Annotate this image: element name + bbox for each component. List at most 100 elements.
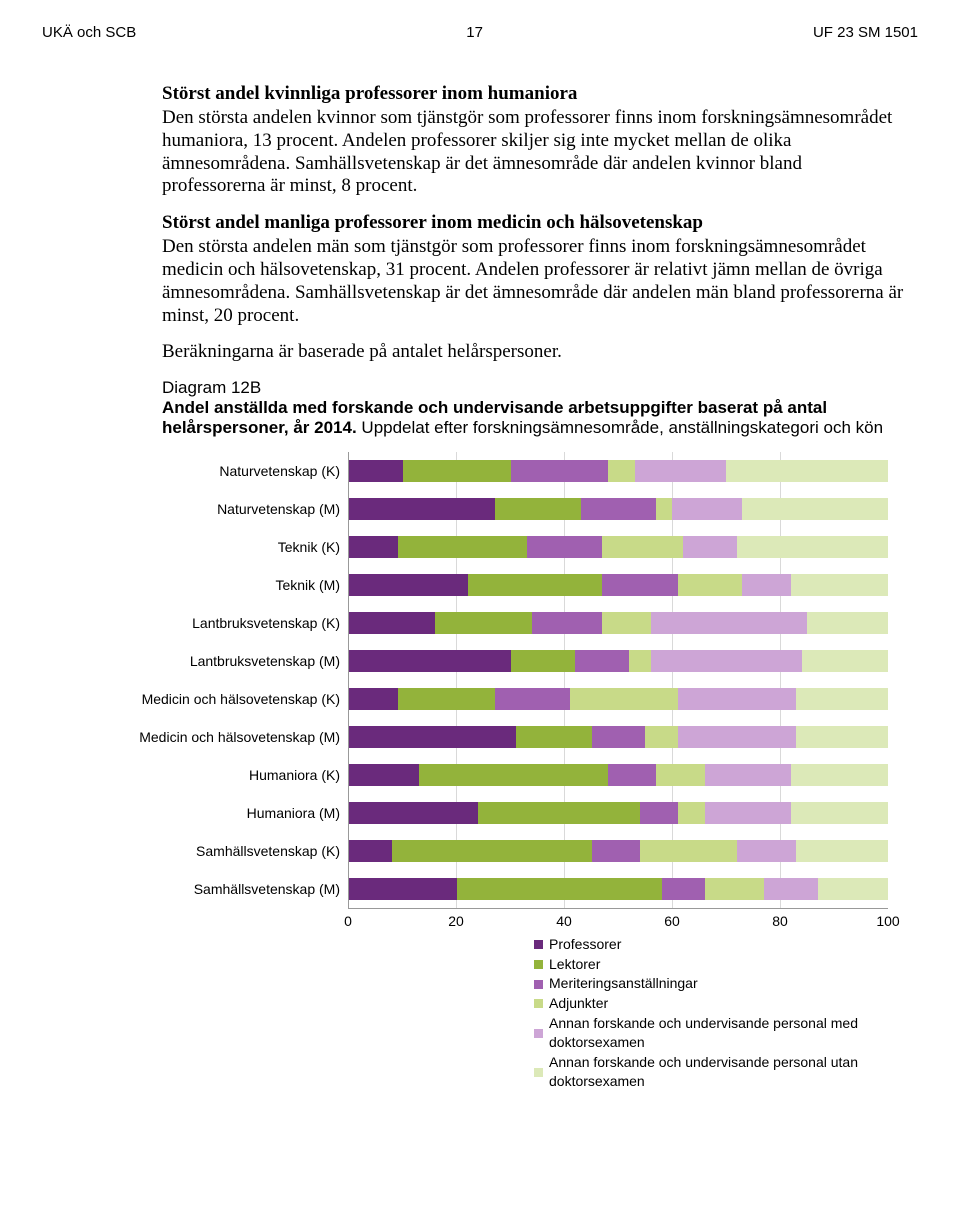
chart-segment	[349, 840, 392, 862]
chart-segment	[527, 536, 602, 558]
chart-segment	[678, 688, 797, 710]
chart-category-label: Samhällsvetenskap (M)	[112, 870, 348, 908]
chart-x-ticks: 020406080100	[348, 909, 888, 931]
calc-note: Beräkningarna är baserade på antalet hel…	[162, 341, 908, 364]
section-heading-2: Störst andel manliga professorer inom me…	[162, 212, 908, 234]
chart-category-label: Humaniora (K)	[112, 756, 348, 794]
section-body-2: Den största andelen män som tjänstgör so…	[162, 236, 908, 327]
chart-row	[349, 756, 888, 794]
legend-swatch	[534, 940, 543, 949]
chart-segment	[640, 840, 737, 862]
chart-segment	[791, 802, 888, 824]
diagram-subtitle: Uppdelat efter forskningsämnesområde, an…	[357, 418, 883, 437]
chart-plot: 020406080100 ProfessorerLektorerMeriteri…	[348, 452, 888, 1092]
legend-item: Lektorer	[534, 955, 888, 975]
chart-segment	[651, 650, 802, 672]
legend-swatch	[534, 1029, 543, 1038]
chart-segment	[796, 726, 888, 748]
chart-segment	[608, 764, 657, 786]
chart-segment	[796, 840, 888, 862]
chart-x-tick: 80	[772, 913, 788, 929]
chart-bar	[349, 574, 888, 596]
chart-bar	[349, 536, 888, 558]
chart-segment	[602, 574, 677, 596]
chart-segment	[478, 802, 640, 824]
body-column: Störst andel kvinnliga professorer inom …	[162, 83, 908, 1092]
chart-segment	[349, 764, 419, 786]
chart-row	[349, 718, 888, 756]
chart-segment	[392, 840, 591, 862]
chart-segment	[349, 536, 398, 558]
chart-segment	[791, 764, 888, 786]
chart-bar	[349, 726, 888, 748]
chart-segment	[468, 574, 603, 596]
chart-segment	[516, 726, 591, 748]
chart-category-label: Teknik (M)	[112, 566, 348, 604]
chart-segment	[349, 726, 516, 748]
chart-segment	[349, 612, 435, 634]
chart-segment	[592, 726, 646, 748]
chart-segment	[629, 650, 651, 672]
chart-bar	[349, 878, 888, 900]
chart-row	[349, 794, 888, 832]
chart-row	[349, 642, 888, 680]
chart-row	[349, 680, 888, 718]
chart-x-tick: 0	[344, 913, 352, 929]
legend-label: Meriteringsanställningar	[549, 974, 698, 994]
chart-y-labels: Naturvetenskap (K)Naturvetenskap (M)Tekn…	[112, 452, 348, 1092]
chart-row	[349, 490, 888, 528]
legend-item: Annan forskande och undervisande persona…	[534, 1014, 888, 1053]
chart-category-label: Humaniora (M)	[112, 794, 348, 832]
legend-swatch	[534, 980, 543, 989]
legend-swatch	[534, 999, 543, 1008]
header-left: UKÄ och SCB	[42, 24, 136, 41]
page-header: UKÄ och SCB 17 UF 23 SM 1501	[42, 24, 918, 41]
chart-segment	[435, 612, 532, 634]
legend-item: Adjunkter	[534, 994, 888, 1014]
chart-bar	[349, 650, 888, 672]
chart-row	[349, 832, 888, 870]
chart-segment	[678, 574, 743, 596]
chart-segment	[705, 802, 791, 824]
chart-x-tick: 100	[876, 913, 899, 929]
chart-segment	[705, 764, 791, 786]
chart-bar	[349, 764, 888, 786]
chart-segment	[662, 878, 705, 900]
chart-segment	[645, 726, 677, 748]
chart-segment	[511, 650, 576, 672]
chart-bar	[349, 498, 888, 520]
chart-segment	[608, 460, 635, 482]
chart-row	[349, 870, 888, 908]
chart-bar	[349, 802, 888, 824]
chart-segment	[349, 802, 478, 824]
chart-segment	[511, 460, 608, 482]
chart-segment	[651, 612, 807, 634]
legend-swatch	[534, 1068, 543, 1077]
section-body-1: Den största andelen kvinnor som tjänstgö…	[162, 107, 908, 198]
chart-x-tick: 40	[556, 913, 572, 929]
chart-segment	[737, 840, 796, 862]
chart-category-label: Lantbruksvetenskap (K)	[112, 604, 348, 642]
chart-segment	[495, 498, 581, 520]
chart-bar	[349, 840, 888, 862]
chart-legend: ProfessorerLektorerMeriteringsanställnin…	[534, 935, 888, 1092]
chart-segment	[656, 764, 705, 786]
chart-category-label: Teknik (K)	[112, 528, 348, 566]
chart-segment	[457, 878, 662, 900]
chart-segment	[742, 574, 791, 596]
chart: Naturvetenskap (K)Naturvetenskap (M)Tekn…	[112, 452, 908, 1092]
chart-row	[349, 604, 888, 642]
chart-segment	[742, 498, 888, 520]
chart-segment	[570, 688, 678, 710]
chart-bar	[349, 612, 888, 634]
legend-label: Annan forskande och undervisande persona…	[549, 1014, 888, 1053]
chart-segment	[349, 460, 403, 482]
chart-segment	[602, 612, 651, 634]
chart-segment	[581, 498, 656, 520]
chart-bar	[349, 460, 888, 482]
chart-category-label: Naturvetenskap (K)	[112, 452, 348, 490]
chart-x-tick: 60	[664, 913, 680, 929]
legend-item: Meriteringsanställningar	[534, 974, 888, 994]
legend-item: Professorer	[534, 935, 888, 955]
legend-label: Adjunkter	[549, 994, 608, 1014]
